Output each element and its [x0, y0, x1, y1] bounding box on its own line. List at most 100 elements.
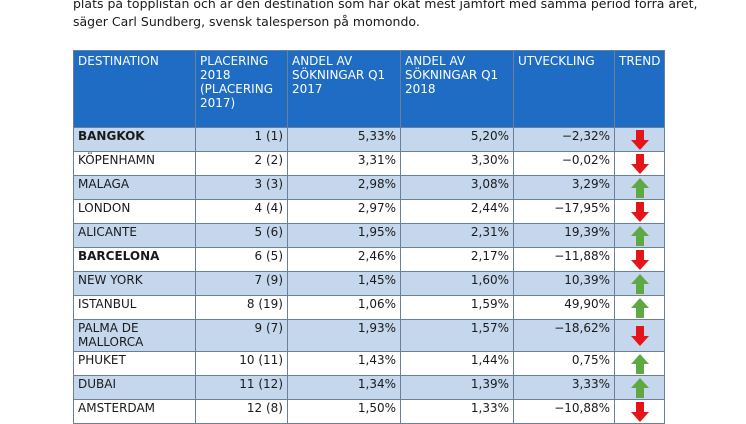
cell-placering: 10 (11)	[195, 351, 288, 376]
cell-andel-2017: 2,97%	[287, 199, 401, 224]
cell-andel-2017: 1,34%	[287, 375, 401, 400]
table-row: AMSTERDAM 12 (8) 1,50% 1,33% −10,88%	[73, 399, 666, 424]
cell-placering: 6 (5)	[195, 247, 288, 272]
cell-destination: PHUKET	[73, 351, 196, 376]
header-andel-2018: ANDEL AV SÖKNINGAR Q1 2018	[400, 50, 514, 128]
table-row: NEW YORK 7 (9) 1,45% 1,60% 10,39%	[73, 271, 666, 296]
cell-andel-2018: 2,44%	[400, 199, 514, 224]
cell-andel-2017: 1,50%	[287, 399, 401, 424]
cell-andel-2018: 1,60%	[400, 271, 514, 296]
cell-placering: 1 (1)	[195, 127, 288, 152]
table-header-row: DESTINATION PLACERING 2018 (PLACERING 20…	[73, 50, 666, 128]
header-trend: TREND	[613, 50, 666, 128]
cell-andel-2018: 3,08%	[400, 175, 514, 200]
cell-trend	[613, 247, 666, 272]
cell-placering: 12 (8)	[195, 399, 288, 424]
cell-trend	[613, 151, 666, 176]
down-arrow-icon	[630, 401, 650, 423]
cell-destination: ISTANBUL	[73, 295, 196, 320]
cell-utveckling: −10,88%	[513, 399, 615, 424]
down-arrow-icon	[630, 325, 650, 347]
cell-andel-2017: 3,31%	[287, 151, 401, 176]
cell-destination: PALMA DE MALLORCA	[73, 319, 196, 352]
cell-trend	[613, 175, 666, 200]
cell-utveckling: 3,33%	[513, 375, 615, 400]
cell-utveckling: −18,62%	[513, 319, 615, 352]
cell-utveckling: −0,02%	[513, 151, 615, 176]
table-row: BANGKOK 1 (1) 5,33% 5,20% −2,32%	[73, 127, 666, 152]
cell-trend	[613, 351, 666, 376]
intro-line-1: plats på topplistan och är den destinati…	[73, 0, 698, 11]
cell-andel-2018: 1,33%	[400, 399, 514, 424]
cell-andel-2017: 1,43%	[287, 351, 401, 376]
cell-trend	[613, 375, 666, 400]
table-row: DUBAI 11 (12) 1,34% 1,39% 3,33%	[73, 375, 666, 400]
cell-trend	[613, 271, 666, 296]
cell-destination: KÖPENHAMN	[73, 151, 196, 176]
cell-trend	[613, 399, 666, 424]
header-utveckling: UTVECKLING	[513, 50, 615, 128]
cell-destination: NEW YORK	[73, 271, 196, 296]
cell-utveckling: 49,90%	[513, 295, 615, 320]
down-arrow-icon	[630, 201, 650, 223]
cell-utveckling: −2,32%	[513, 127, 615, 152]
cell-utveckling: −11,88%	[513, 247, 615, 272]
up-arrow-icon	[630, 297, 650, 319]
table-row: LONDON 4 (4) 2,97% 2,44% −17,95%	[73, 199, 666, 224]
up-arrow-icon	[630, 353, 650, 375]
table-row: BARCELONA 6 (5) 2,46% 2,17% −11,88%	[73, 247, 666, 272]
table-row: ISTANBUL 8 (19) 1,06% 1,59% 49,90%	[73, 295, 666, 320]
table-row: PALMA DE MALLORCA 9 (7) 1,93% 1,57% −18,62%	[73, 319, 666, 352]
cell-placering: 2 (2)	[195, 151, 288, 176]
cell-trend	[613, 199, 666, 224]
intro-line-2: säger Carl Sundberg, svensk talesperson …	[73, 14, 420, 29]
cell-destination: DUBAI	[73, 375, 196, 400]
cell-destination: BANGKOK	[73, 127, 196, 152]
cell-placering: 4 (4)	[195, 199, 288, 224]
cell-placering: 3 (3)	[195, 175, 288, 200]
cell-andel-2018: 1,59%	[400, 295, 514, 320]
up-arrow-icon	[630, 377, 650, 399]
table-row: MALAGA 3 (3) 2,98% 3,08% 3,29%	[73, 175, 666, 200]
cell-utveckling: 0,75%	[513, 351, 615, 376]
cell-destination: BARCELONA	[73, 247, 196, 272]
cell-placering: 8 (19)	[195, 295, 288, 320]
cell-placering: 9 (7)	[195, 319, 288, 352]
table-row: PHUKET 10 (11) 1,43% 1,44% 0,75%	[73, 351, 666, 376]
cell-trend	[613, 223, 666, 248]
cell-andel-2017: 2,98%	[287, 175, 401, 200]
down-arrow-icon	[630, 129, 650, 151]
cell-andel-2018: 3,30%	[400, 151, 514, 176]
table-row: ALICANTE 5 (6) 1,95% 2,31% 19,39%	[73, 223, 666, 248]
cell-andel-2018: 1,39%	[400, 375, 514, 400]
up-arrow-icon	[630, 177, 650, 199]
cell-trend	[613, 319, 666, 352]
header-andel-2017: ANDEL AV SÖKNINGAR Q1 2017	[287, 50, 401, 128]
cell-andel-2018: 1,44%	[400, 351, 514, 376]
cell-andel-2017: 5,33%	[287, 127, 401, 152]
down-arrow-icon	[630, 153, 650, 175]
cell-utveckling: 10,39%	[513, 271, 615, 296]
cell-destination: MALAGA	[73, 175, 196, 200]
up-arrow-icon	[630, 273, 650, 295]
cell-trend	[613, 295, 666, 320]
cell-placering: 11 (12)	[195, 375, 288, 400]
cell-placering: 7 (9)	[195, 271, 288, 296]
cell-utveckling: −17,95%	[513, 199, 615, 224]
cell-destination: ALICANTE	[73, 223, 196, 248]
down-arrow-icon	[630, 249, 650, 271]
destinations-table: DESTINATION PLACERING 2018 (PLACERING 20…	[73, 50, 666, 424]
up-arrow-icon	[630, 225, 650, 247]
cell-andel-2017: 1,95%	[287, 223, 401, 248]
cell-andel-2017: 2,46%	[287, 247, 401, 272]
cell-trend	[613, 127, 666, 152]
cell-andel-2018: 5,20%	[400, 127, 514, 152]
cell-destination: LONDON	[73, 199, 196, 224]
cell-andel-2018: 2,17%	[400, 247, 514, 272]
intro-paragraph: plats på topplistan och är den destinati…	[73, 0, 713, 31]
header-destination: DESTINATION	[73, 50, 196, 128]
cell-utveckling: 3,29%	[513, 175, 615, 200]
table-row: KÖPENHAMN 2 (2) 3,31% 3,30% −0,02%	[73, 151, 666, 176]
cell-andel-2017: 1,06%	[287, 295, 401, 320]
header-placering: PLACERING 2018 (PLACERING 2017)	[195, 50, 288, 128]
